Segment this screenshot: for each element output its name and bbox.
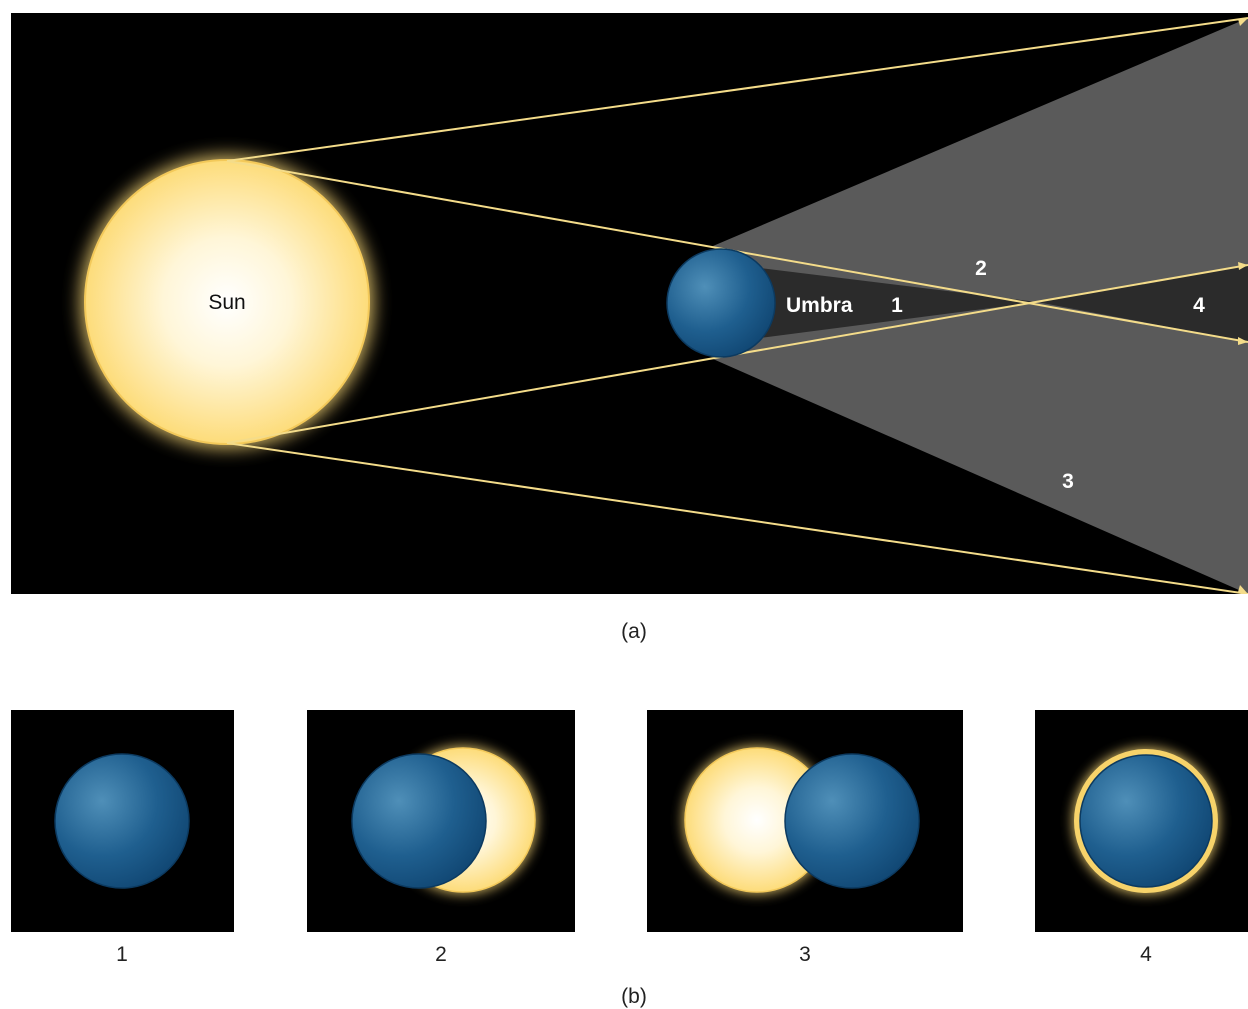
panel-a: Sun Umbra 1 2 3 4 <box>11 13 1248 594</box>
view-2-label: 2 <box>435 943 447 966</box>
ray-top-to-upper <box>226 17 1248 162</box>
ray-bottom-to-lower <box>226 442 1248 594</box>
view-3-label: 3 <box>799 943 811 966</box>
caption-a: (a) <box>621 620 647 643</box>
umbra-region <box>760 268 1037 338</box>
region-label-1: 1 <box>891 294 903 317</box>
view-4-label: 4 <box>1140 943 1152 966</box>
region-label-2: 2 <box>975 257 987 280</box>
view-4-moon <box>1079 754 1213 888</box>
moon <box>666 248 776 358</box>
view-1-moon <box>54 753 190 889</box>
view-3 <box>647 710 963 932</box>
region-label-3: 3 <box>1062 470 1074 493</box>
view-4 <box>1035 710 1248 932</box>
arrowheads <box>1238 18 1248 594</box>
view-1 <box>11 710 234 932</box>
region-label-4: 4 <box>1193 294 1205 317</box>
caption-b: (b) <box>621 985 647 1008</box>
view-2-moon <box>351 753 487 889</box>
view-1-label: 1 <box>116 943 128 966</box>
view-3-moon <box>784 753 920 889</box>
umbra-label: Umbra <box>786 294 853 317</box>
antumbra-region <box>1037 265 1248 342</box>
view-2 <box>307 710 575 932</box>
sun-label: Sun <box>208 291 245 314</box>
